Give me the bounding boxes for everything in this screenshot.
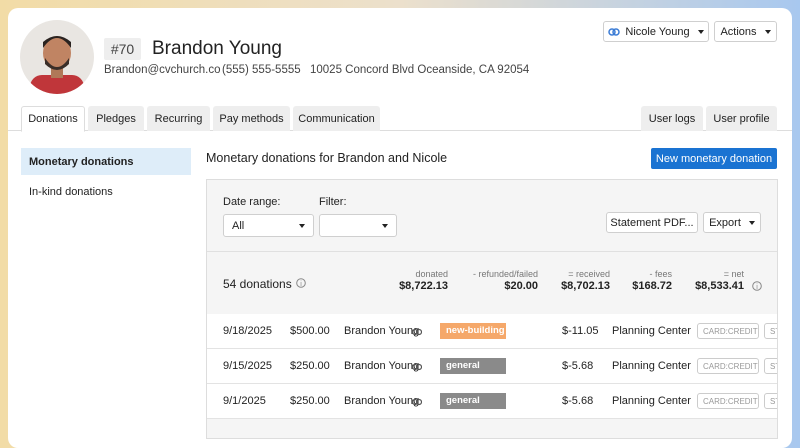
donor-name: Brandon Young bbox=[344, 325, 420, 337]
method-badge: CARD:CREDIT bbox=[697, 393, 759, 409]
table-row[interactable]: 9/1/2025 $250.00 Brandon Young general $-5.6… bbox=[207, 384, 777, 419]
tab[interactable]: User logs bbox=[641, 106, 703, 131]
table-row[interactable]: 9/15/2025 $250.00 Brandon Young general $-5.… bbox=[207, 349, 777, 384]
date: 9/18/2025 bbox=[223, 325, 272, 337]
svg-text:i: i bbox=[756, 284, 758, 291]
statement-button[interactable]: Statement PDF... bbox=[606, 212, 698, 233]
sidebar-item[interactable]: Monetary donations bbox=[21, 148, 191, 175]
link-icon bbox=[411, 362, 423, 374]
select-value: All bbox=[232, 219, 245, 232]
divider bbox=[207, 251, 777, 252]
person-name: Brandon Young bbox=[152, 38, 282, 59]
fund-tag: new-building bbox=[440, 323, 506, 339]
table-row[interactable]: 9/18/2025 $500.00 Brandon Young new-buildin… bbox=[207, 314, 777, 349]
stat-value: $20.00 bbox=[504, 280, 538, 292]
fee: $-5.68 bbox=[562, 395, 594, 407]
filter-label: Filter: bbox=[319, 196, 347, 208]
stat-label: donated bbox=[415, 269, 448, 279]
link-icon bbox=[411, 397, 423, 409]
stat-value: $168.72 bbox=[632, 280, 672, 292]
donor-name: Brandon Young bbox=[344, 395, 420, 407]
fund-tag: general bbox=[440, 393, 506, 409]
fee: $-5.68 bbox=[562, 360, 594, 372]
source: Planning Center bbox=[612, 395, 691, 407]
id-badge: #70 bbox=[104, 38, 141, 60]
tabs-line bbox=[8, 130, 792, 131]
sidebar-item[interactable]: In-kind donations bbox=[29, 186, 113, 198]
stat-label: - refunded/failed bbox=[472, 269, 538, 279]
tab[interactable]: User profile bbox=[706, 106, 777, 131]
link-icon bbox=[411, 327, 423, 339]
tab[interactable]: Communication bbox=[293, 106, 380, 131]
method-badge: ST bbox=[764, 393, 777, 409]
amount: $250.00 bbox=[290, 360, 330, 372]
filter-select[interactable] bbox=[319, 214, 397, 237]
source: Planning Center bbox=[612, 360, 691, 372]
date: 9/15/2025 bbox=[223, 360, 272, 372]
stat-value: $8,533.41 bbox=[695, 280, 744, 292]
household-button[interactable]: Nicole Young bbox=[603, 21, 709, 42]
section-heading: Monetary donations for Brandon and Nicol… bbox=[206, 151, 448, 165]
address: 10025 Concord Blvd Oceanside, CA 92054 bbox=[310, 64, 530, 76]
donation-count: 54 donations bbox=[223, 277, 292, 291]
source: Planning Center bbox=[612, 325, 691, 337]
actions-button[interactable]: Actions bbox=[714, 21, 777, 42]
fund-tag: general bbox=[440, 358, 506, 374]
date-select[interactable]: All bbox=[223, 214, 314, 237]
amount: $500.00 bbox=[290, 325, 330, 337]
stat-label: = received bbox=[568, 269, 610, 279]
tab[interactable]: Pay methods bbox=[213, 106, 290, 131]
new-donation-button[interactable]: New monetary donation bbox=[651, 148, 777, 169]
date: 9/1/2025 bbox=[223, 395, 266, 407]
method-badge: ST bbox=[764, 323, 777, 339]
tab[interactable]: Recurring bbox=[147, 106, 210, 131]
amount: $250.00 bbox=[290, 395, 330, 407]
stat-label: - fees bbox=[649, 269, 672, 279]
info-icon: i bbox=[296, 278, 306, 288]
avatar bbox=[20, 20, 94, 94]
method-badge: ST bbox=[764, 358, 777, 374]
button-label: Actions bbox=[720, 25, 757, 38]
method-badge: CARD:CREDIT bbox=[697, 358, 759, 374]
stat-value: $8,702.13 bbox=[561, 280, 610, 292]
donations-panel: Date range: All Filter: Statement PDF...… bbox=[206, 179, 778, 439]
info-icon: i bbox=[752, 281, 762, 291]
export-button[interactable]: Export bbox=[703, 212, 761, 233]
phone: (555) 555-5555 bbox=[222, 64, 301, 76]
stat-value: $8,722.13 bbox=[399, 280, 448, 292]
email: Brandon@cvchurch.co bbox=[104, 64, 221, 76]
page: #70 Brandon Young Brandon@cvchurch.co (5… bbox=[0, 0, 800, 439]
tab[interactable]: Donations bbox=[21, 106, 85, 132]
svg-text:i: i bbox=[300, 281, 302, 288]
filter-label: Date range: bbox=[223, 196, 281, 208]
donor-name: Brandon Young bbox=[344, 360, 420, 372]
link-icon bbox=[608, 27, 621, 36]
fee: $-11.05 bbox=[562, 325, 599, 337]
button-label: Nicole Young bbox=[625, 25, 690, 38]
method-badge: CARD:CREDIT bbox=[697, 323, 759, 339]
stat-label: = net bbox=[723, 269, 744, 279]
button-label: Export bbox=[709, 216, 741, 229]
tab[interactable]: Pledges bbox=[88, 106, 144, 131]
